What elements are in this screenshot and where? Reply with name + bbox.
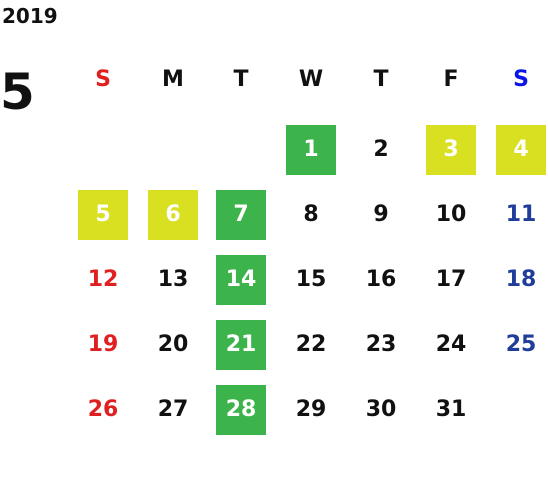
day-cell: 1 (286, 125, 336, 175)
day-cell: 31 (435, 397, 467, 422)
day-cell: 11 (505, 202, 537, 227)
day-cell: 17 (435, 267, 467, 292)
day-cell: 27 (157, 397, 189, 422)
day-cell: 14 (216, 255, 266, 305)
day-cell: 21 (216, 320, 266, 370)
day-cell: 5 (78, 190, 128, 240)
day-cell: 23 (365, 332, 397, 357)
month: 5 (0, 63, 35, 121)
weekday-label: W (298, 67, 324, 92)
day-cell: 8 (303, 202, 319, 227)
day-cell: 15 (295, 267, 327, 292)
day-cell: 3 (426, 125, 476, 175)
day-cell: 16 (365, 267, 397, 292)
day-cell: 10 (435, 202, 467, 227)
weekday-label: M (162, 67, 184, 92)
weekday-label: T (233, 67, 249, 92)
day-cell: 2 (373, 137, 389, 162)
day-cell: 28 (216, 385, 266, 435)
day-cell: 22 (295, 332, 327, 357)
day-cell: 13 (157, 267, 189, 292)
weekday-label: T (373, 67, 389, 92)
day-cell: 19 (87, 332, 119, 357)
weekday-label: S (513, 67, 529, 92)
weekday-label: F (443, 67, 459, 92)
day-cell: 25 (505, 332, 537, 357)
day-cell: 20 (157, 332, 189, 357)
day-cell: 6 (148, 190, 198, 240)
day-cell: 30 (365, 397, 397, 422)
day-cell: 26 (87, 397, 119, 422)
weekday-label: S (95, 67, 111, 92)
day-cell: 12 (87, 267, 119, 292)
day-cell: 24 (435, 332, 467, 357)
year: 2019 (2, 4, 58, 28)
day-cell: 29 (295, 397, 327, 422)
day-cell: 4 (496, 125, 546, 175)
day-cell: 7 (216, 190, 266, 240)
day-cell: 9 (373, 202, 389, 227)
day-cell: 18 (505, 267, 537, 292)
